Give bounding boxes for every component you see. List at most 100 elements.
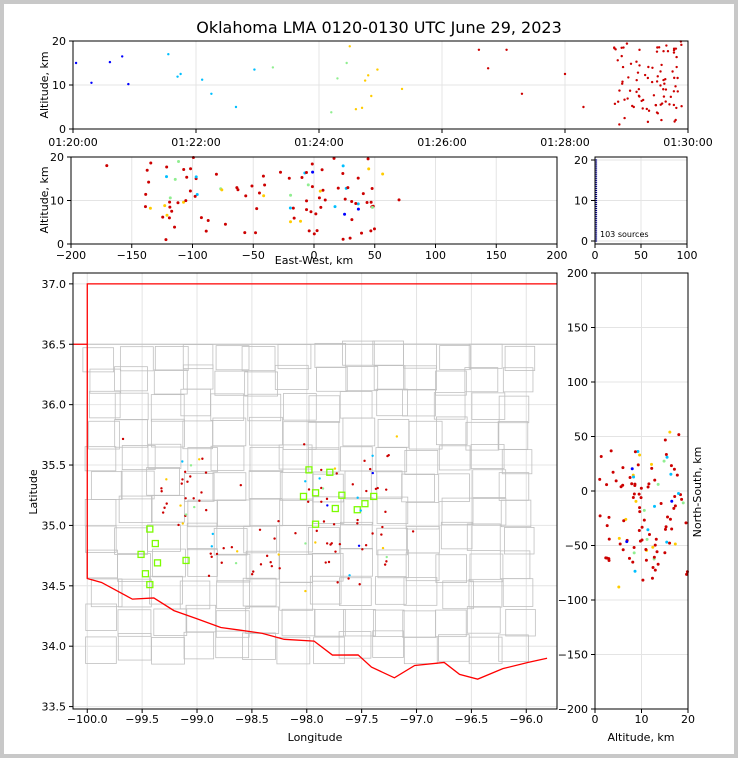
ew-height-source xyxy=(289,220,293,224)
ew-height-source xyxy=(381,172,385,176)
map-source xyxy=(306,500,310,503)
source-count-bar xyxy=(595,220,598,222)
ew-height-source xyxy=(343,197,347,201)
time-height-source xyxy=(370,94,373,98)
time-height-source xyxy=(672,103,676,107)
ns-height-ylabel: North-South, km xyxy=(691,447,704,538)
county-outline xyxy=(243,525,278,554)
lma-station-marker xyxy=(182,556,190,565)
ns-height-source xyxy=(650,466,654,470)
source-count-bar xyxy=(595,224,598,226)
ew-height-source xyxy=(341,237,345,241)
source-count-bar xyxy=(595,163,598,165)
time-height-source xyxy=(673,120,676,123)
source-count-bar xyxy=(595,165,598,167)
map-source xyxy=(121,437,125,441)
time-height-source xyxy=(655,50,659,53)
source-count-bar xyxy=(595,203,598,206)
ew-height-source xyxy=(149,161,153,165)
ns-height-source xyxy=(631,560,635,564)
ns-height-source xyxy=(666,515,670,519)
county-outline xyxy=(408,420,443,450)
chart-title: Oklahoma LMA 0120-0130 UTC June 29, 2023 xyxy=(196,18,562,37)
map-source xyxy=(325,542,329,545)
map-xtick-label: −100.0 xyxy=(67,713,108,726)
time-height-source xyxy=(348,45,351,48)
ns-height-ytick-label: −50 xyxy=(565,540,588,553)
map-xtick-label: −99.0 xyxy=(180,713,214,726)
ew-height-source xyxy=(195,193,199,197)
ew-height-ytick-label: 0 xyxy=(57,238,64,251)
ew-height-source xyxy=(163,204,167,208)
ns-height-source xyxy=(639,486,643,490)
county-outline xyxy=(339,577,372,606)
time-height-source xyxy=(620,54,623,58)
time-height-source xyxy=(90,81,93,85)
time-height-source xyxy=(652,94,656,97)
county-outline xyxy=(249,498,284,527)
county-outline xyxy=(151,495,185,523)
map-ytick-label: 35.0 xyxy=(42,519,67,532)
county-outline xyxy=(152,548,186,578)
map-source xyxy=(209,552,212,555)
ew-height-source xyxy=(311,170,315,174)
ns-height-source xyxy=(632,546,636,550)
county-outline xyxy=(245,606,280,634)
time-height-source xyxy=(656,46,659,49)
map-source xyxy=(273,537,276,540)
ns-height-source xyxy=(651,566,655,570)
ew-height-source xyxy=(223,222,227,226)
ew-height-source xyxy=(319,205,323,209)
source-count-bar xyxy=(595,208,598,210)
plan-view-map: −100.0 −99.5 −99.0 −98.5 −98.0 −97.5 −97.0 −96.… xyxy=(27,272,558,744)
map-source xyxy=(304,542,307,545)
county-outline xyxy=(151,637,185,665)
ew-height-source xyxy=(243,231,247,235)
ns-height-source xyxy=(633,450,637,454)
time-height-source xyxy=(680,105,683,108)
time-height-source xyxy=(659,103,662,106)
ns-height-ytick-label: 150 xyxy=(567,322,588,335)
ns-height-ytick-label: 200 xyxy=(567,267,588,280)
ns-height-source xyxy=(622,519,626,523)
county-outline xyxy=(435,416,468,446)
county-outline xyxy=(377,419,410,448)
time-height-source xyxy=(367,74,370,77)
ns-height-source xyxy=(645,537,649,541)
time-height-source xyxy=(582,105,585,109)
county-outline xyxy=(183,631,215,660)
county-outline xyxy=(279,554,313,583)
time-height-source xyxy=(669,95,673,99)
time-height-source xyxy=(659,70,662,73)
county-outline xyxy=(249,416,283,446)
county-outline xyxy=(249,446,284,472)
map-source xyxy=(239,483,243,487)
ew-height-source xyxy=(366,157,370,161)
map-source xyxy=(320,500,323,504)
ns-height-source xyxy=(663,551,667,555)
ns-height-source xyxy=(642,518,646,522)
county-outline xyxy=(435,609,467,638)
ew-height-source xyxy=(333,205,337,209)
county-outline xyxy=(312,496,345,524)
ew-height-source xyxy=(305,208,309,212)
ns-height-source xyxy=(618,542,622,546)
ew-height-source xyxy=(165,175,169,179)
ew-height-xtick-label: −50 xyxy=(242,249,265,262)
ew-height-source xyxy=(341,171,345,175)
county-outline xyxy=(179,580,211,610)
time-height-source xyxy=(635,78,638,82)
map-xtick-label: −96.5 xyxy=(455,713,489,726)
lma-station-marker xyxy=(326,468,334,476)
map-source xyxy=(186,480,189,483)
map-source xyxy=(160,490,163,493)
ns-height-source xyxy=(668,430,672,434)
time-height-source xyxy=(646,76,650,80)
ns-height-source xyxy=(644,548,648,552)
map-source xyxy=(333,467,337,470)
ew-height-source xyxy=(165,165,169,169)
ns-height-source xyxy=(680,497,684,501)
map-source xyxy=(356,496,359,499)
map-source xyxy=(332,523,336,526)
ns-height-ytick-label: −100 xyxy=(558,594,588,607)
